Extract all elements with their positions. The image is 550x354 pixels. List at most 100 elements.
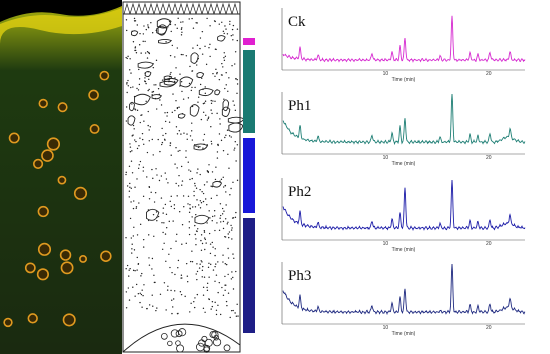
dot — [172, 220, 174, 222]
dot — [132, 269, 135, 272]
dot — [207, 170, 209, 173]
dot — [174, 77, 176, 79]
zone-bar — [243, 50, 255, 133]
dot — [169, 54, 172, 57]
blob — [214, 89, 221, 96]
dot — [229, 316, 231, 319]
dot — [179, 149, 181, 152]
dot — [151, 168, 153, 171]
dot — [161, 221, 163, 224]
dot — [146, 176, 148, 178]
dot — [214, 75, 216, 78]
dot — [214, 301, 216, 304]
dot — [204, 311, 206, 313]
dot — [232, 217, 235, 219]
dot — [172, 306, 174, 308]
dot — [161, 248, 164, 250]
dot — [132, 134, 134, 136]
dot — [181, 90, 183, 93]
dot — [160, 175, 163, 177]
dot — [147, 124, 149, 127]
dot — [225, 72, 227, 74]
dot — [220, 221, 222, 223]
dot — [199, 263, 201, 265]
dot — [198, 204, 200, 206]
dot — [164, 112, 166, 114]
blob — [151, 94, 162, 100]
dot — [209, 243, 212, 245]
chromatogram — [282, 263, 526, 316]
cell — [89, 124, 100, 134]
dot — [134, 49, 137, 52]
dot — [212, 269, 215, 271]
dot — [202, 111, 205, 114]
dot — [202, 200, 205, 203]
dot — [144, 77, 146, 79]
dot — [152, 66, 155, 69]
dot — [214, 265, 216, 268]
dot — [222, 294, 225, 296]
dot — [228, 77, 230, 79]
dot — [225, 263, 228, 266]
dot — [168, 20, 171, 23]
dot — [234, 147, 236, 149]
dot — [191, 177, 193, 180]
dot — [216, 151, 219, 153]
dot — [169, 144, 171, 147]
cork — [153, 2, 161, 15]
dot — [148, 88, 150, 91]
dot — [232, 181, 234, 184]
dot — [215, 48, 217, 51]
dot — [176, 47, 179, 49]
dot — [232, 309, 234, 312]
dot — [203, 102, 206, 104]
blob — [189, 104, 200, 117]
dot — [212, 72, 214, 75]
dot — [225, 28, 227, 30]
dot — [182, 195, 185, 197]
dot — [149, 126, 151, 128]
dot — [163, 138, 166, 141]
chromatogram — [282, 179, 526, 231]
dot — [140, 52, 142, 54]
dot — [138, 145, 140, 147]
axis-label: Time (min) — [392, 247, 416, 253]
dot — [194, 297, 196, 299]
dot — [214, 248, 216, 250]
dot — [178, 106, 180, 108]
dot — [153, 274, 155, 276]
dot — [222, 150, 225, 152]
dot — [190, 89, 193, 92]
dot — [211, 220, 213, 222]
dot — [155, 84, 157, 86]
dot — [234, 141, 236, 143]
dot — [151, 32, 154, 34]
schematic — [122, 1, 241, 353]
panel-label: Ph2 — [288, 184, 311, 200]
dot — [195, 187, 198, 189]
dot — [196, 64, 198, 66]
base-cell — [213, 338, 222, 347]
dot — [176, 312, 179, 315]
dot — [210, 99, 212, 102]
dot — [201, 242, 204, 245]
dot — [159, 150, 161, 153]
dot — [144, 40, 146, 43]
dot — [186, 275, 189, 277]
dot — [231, 227, 233, 229]
dot — [200, 118, 203, 121]
dot — [182, 98, 185, 100]
dot — [177, 185, 180, 187]
dot — [236, 39, 239, 42]
dot — [134, 295, 136, 297]
dot — [204, 100, 207, 102]
dot — [171, 299, 173, 301]
cork — [195, 2, 203, 15]
dot — [201, 53, 204, 55]
dot — [222, 227, 225, 230]
dot — [159, 293, 162, 295]
dot — [191, 70, 194, 72]
dot — [126, 29, 128, 32]
cell — [88, 89, 99, 101]
blob — [159, 80, 177, 88]
